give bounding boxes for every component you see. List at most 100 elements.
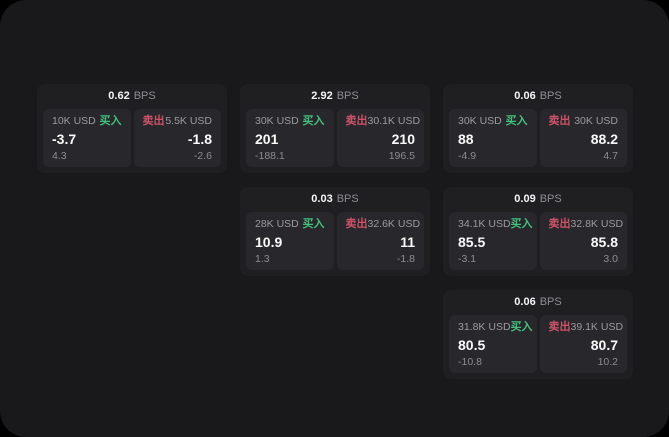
- sell-tile-top: 卖出 5.5K USD: [143, 116, 213, 127]
- buy-tile-top: 31.8K USD 买入: [458, 321, 533, 334]
- quote-card: 0.06 BPS 30K USD 买入 88 -4.9 卖出 30K USD: [443, 84, 633, 173]
- buy-quote-tile[interactable]: 34.1K USD 买入 85.5 -3.1: [449, 212, 537, 270]
- sell-amount: 32.6K USD: [367, 218, 421, 231]
- sell-amount: 5.5K USD: [165, 115, 212, 128]
- bps-unit-label: BPS: [336, 90, 359, 102]
- quote-card-body: 28K USD 买入 10.9 1.3 卖出 32.6K USD 11 -1.8: [240, 212, 430, 276]
- sell-quote-tile[interactable]: 卖出 39.1K USD 80.7 10.2: [539, 315, 627, 373]
- buy-amount: 10K USD: [52, 115, 96, 128]
- bps-header: 0.06 BPS: [443, 84, 633, 109]
- sell-price: -1.8: [187, 130, 212, 147]
- buy-price: 88: [458, 130, 474, 147]
- buy-side-label: 买入: [510, 218, 533, 230]
- sell-side-label: 卖出: [345, 218, 368, 230]
- sell-side-label: 卖出: [548, 218, 571, 230]
- bps-header: 0.62 BPS: [37, 84, 227, 109]
- buy-tile-top: 34.1K USD 买入: [458, 218, 533, 231]
- buy-tile-top: 28K USD 买入: [255, 219, 325, 230]
- bps-value: 0.03: [311, 193, 333, 205]
- sell-amount: 30K USD: [574, 115, 618, 128]
- buy-quote-tile[interactable]: 28K USD 买入 10.9 1.3: [246, 212, 334, 270]
- bps-unit-label: BPS: [133, 90, 156, 102]
- bps-value: 0.09: [514, 193, 536, 205]
- sell-price: 11: [400, 233, 415, 250]
- sell-side-label: 卖出: [345, 115, 368, 127]
- buy-price: -3.7: [52, 130, 77, 147]
- sell-quote-tile[interactable]: 卖出 5.5K USD -1.8 -2.6: [133, 109, 221, 167]
- sell-price: 85.8: [590, 233, 618, 250]
- buy-change: -3.1: [458, 252, 477, 265]
- quote-card: 2.92 BPS 30K USD 买入 201 -188.1 卖出 30.1K …: [240, 84, 430, 173]
- sell-tile-top: 卖出 32.8K USD: [548, 218, 624, 230]
- bps-header: 2.92 BPS: [240, 84, 430, 109]
- sell-quote-tile[interactable]: 卖出 30.1K USD 210 196.5: [336, 109, 424, 167]
- sell-quote-tile[interactable]: 卖出 30K USD 88.2 4.7: [539, 109, 627, 167]
- buy-quote-tile[interactable]: 30K USD 买入 88 -4.9: [449, 109, 537, 167]
- quote-card: 0.03 BPS 28K USD 买入 10.9 1.3 卖出 32.6K US…: [240, 187, 430, 276]
- sell-quote-tile[interactable]: 卖出 32.6K USD 11 -1.8: [336, 212, 424, 270]
- buy-price: 10.9: [255, 233, 283, 250]
- buy-side-label: 买入: [510, 321, 533, 333]
- quote-card: 0.06 BPS 31.8K USD 买入 80.5 -10.8 卖出 39.1…: [443, 290, 633, 379]
- sell-side-label: 卖出: [548, 321, 571, 333]
- sell-price: 80.7: [590, 336, 618, 353]
- sell-amount: 39.1K USD: [570, 321, 624, 334]
- buy-change: -10.8: [458, 355, 482, 368]
- sell-change: 196.5: [388, 149, 415, 162]
- bps-unit-label: BPS: [539, 193, 562, 205]
- quote-card: 0.62 BPS 10K USD 买入 -3.7 4.3 卖出 5.5K USD: [37, 84, 227, 173]
- quote-card-body: 30K USD 买入 88 -4.9 卖出 30K USD 88.2 4.7: [443, 109, 633, 173]
- sell-tile-top: 卖出 39.1K USD: [548, 321, 624, 333]
- sell-side-label: 卖出: [142, 115, 165, 127]
- buy-price: 201: [255, 130, 279, 147]
- buy-change: -188.1: [255, 149, 285, 162]
- buy-side-label: 买入: [99, 115, 122, 127]
- bps-value: 0.62: [108, 90, 130, 102]
- bps-value: 0.06: [514, 90, 536, 102]
- sell-price: 88.2: [590, 130, 618, 147]
- bps-header: 0.03 BPS: [240, 187, 430, 212]
- sell-amount: 32.8K USD: [570, 218, 624, 231]
- sell-amount: 30.1K USD: [367, 115, 421, 128]
- sell-change: -1.8: [396, 252, 415, 265]
- sell-quote-tile[interactable]: 卖出 32.8K USD 85.8 3.0: [539, 212, 627, 270]
- buy-change: 4.3: [52, 149, 67, 162]
- sell-tile-top: 卖出 32.6K USD: [345, 218, 421, 230]
- buy-quote-tile[interactable]: 31.8K USD 买入 80.5 -10.8: [449, 315, 537, 373]
- buy-amount: 30K USD: [255, 115, 299, 128]
- buy-price: 80.5: [458, 336, 486, 353]
- sell-change: -2.6: [193, 149, 212, 162]
- bps-header: 0.06 BPS: [443, 290, 633, 315]
- sell-price: 210: [391, 130, 415, 147]
- buy-price: 85.5: [458, 233, 486, 250]
- quote-card: 0.09 BPS 34.1K USD 买入 85.5 -3.1 卖出 32.8K…: [443, 187, 633, 276]
- sell-change: 4.7: [603, 149, 618, 162]
- buy-tile-top: 10K USD 买入: [52, 116, 122, 127]
- quote-card-body: 34.1K USD 买入 85.5 -3.1 卖出 32.8K USD 85.8…: [443, 212, 633, 276]
- buy-quote-tile[interactable]: 10K USD 买入 -3.7 4.3: [43, 109, 131, 167]
- quote-card-body: 31.8K USD 买入 80.5 -10.8 卖出 39.1K USD 80.…: [443, 315, 633, 379]
- buy-amount: 31.8K USD: [458, 321, 511, 334]
- buy-tile-top: 30K USD 买入: [458, 116, 528, 127]
- sell-change: 10.2: [597, 355, 618, 368]
- bps-value: 2.92: [311, 90, 333, 102]
- buy-change: -4.9: [458, 149, 477, 162]
- sell-tile-top: 卖出 30.1K USD: [345, 115, 421, 127]
- bps-header: 0.09 BPS: [443, 187, 633, 212]
- buy-change: 1.3: [255, 252, 270, 265]
- buy-side-label: 买入: [505, 115, 528, 127]
- buy-amount: 30K USD: [458, 115, 502, 128]
- quote-card-grid: 0.62 BPS 10K USD 买入 -3.7 4.3 卖出 5.5K USD: [37, 84, 633, 379]
- sell-side-label: 卖出: [548, 115, 571, 127]
- quote-card-body: 30K USD 买入 201 -188.1 卖出 30.1K USD 210 1…: [240, 109, 430, 173]
- buy-side-label: 买入: [302, 115, 325, 127]
- bps-unit-label: BPS: [539, 90, 562, 102]
- buy-side-label: 买入: [302, 218, 325, 230]
- buy-amount: 34.1K USD: [458, 218, 511, 231]
- buy-quote-tile[interactable]: 30K USD 买入 201 -188.1: [246, 109, 334, 167]
- sell-change: 3.0: [603, 252, 618, 265]
- quote-card-body: 10K USD 买入 -3.7 4.3 卖出 5.5K USD -1.8 -2.…: [37, 109, 227, 173]
- buy-amount: 28K USD: [255, 218, 299, 231]
- bps-unit-label: BPS: [539, 296, 562, 308]
